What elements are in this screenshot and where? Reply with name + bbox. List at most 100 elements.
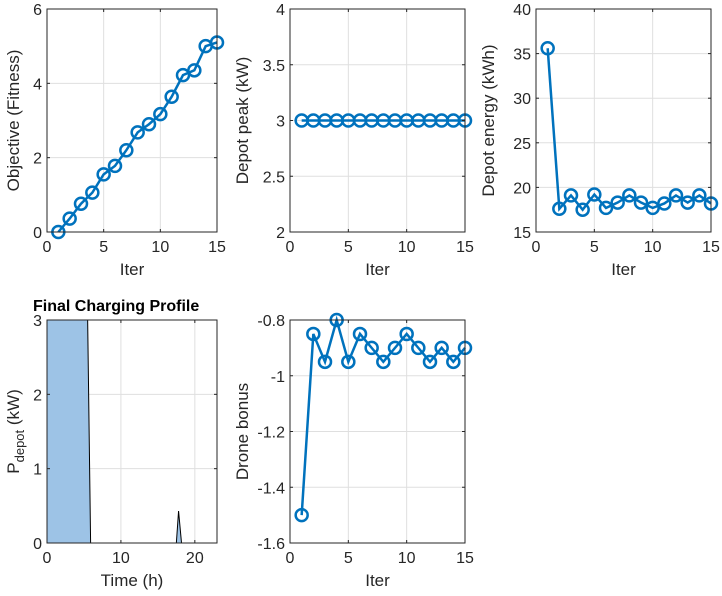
x-tick-label: 15: [208, 239, 226, 256]
x-tick-label: 5: [344, 550, 353, 567]
y-axis-label: Depot peak (kW): [233, 57, 252, 185]
y-tick-label: 3: [33, 313, 42, 330]
data-point: [680, 195, 695, 210]
data-point: [622, 188, 637, 203]
x-tick-label: 15: [456, 550, 474, 567]
data-point: [141, 116, 157, 132]
data-point: [668, 188, 684, 203]
x-tick-label: 10: [151, 239, 169, 256]
data-point: [107, 158, 123, 174]
x-axis-label: Iter: [365, 260, 390, 279]
data-point: [153, 106, 168, 122]
x-tick-label: 10: [398, 550, 416, 567]
data-point: [187, 63, 202, 78]
axes-charging-profile: 0 10 20 0 1 2 3 Time (h) Pdepot (kW) Final Chargi…: [4, 298, 218, 590]
x-tick-label: 10: [112, 550, 130, 567]
x-tick-label: 0: [532, 239, 541, 256]
data-point: [294, 507, 309, 523]
axes-box: [46, 319, 218, 544]
data-point: [341, 354, 356, 370]
data-point: [387, 340, 403, 356]
x-axis-label: Iter: [365, 571, 390, 590]
plot-area: [47, 9, 217, 232]
x-tick-label: 5: [590, 239, 599, 256]
y-tick-label: 2: [276, 225, 285, 242]
data-point: [62, 211, 77, 226]
y-tick-label: 2: [33, 151, 42, 168]
y-tick-label: 35: [513, 47, 531, 64]
y-tick-label: 20: [513, 180, 531, 197]
x-tick-label: 0: [43, 550, 52, 567]
axes-objective: 0 5 10 15 0 2 4 6 Iter Objective (Fitness): [4, 2, 226, 279]
x-tick-label: 5: [99, 239, 108, 256]
y-tick-label: 6: [33, 2, 42, 19]
x-tick-label: 15: [702, 239, 720, 256]
data-point: [552, 201, 567, 217]
y-axis-label: Depot energy (kWh): [479, 44, 498, 196]
data-point: [399, 326, 414, 342]
x-axis-label: Iter: [120, 260, 145, 279]
y-tick-label: 3.5: [263, 58, 285, 75]
y-tick-label: 2.5: [263, 169, 285, 186]
y-tick-label: 4: [276, 2, 285, 19]
y-tick-label: 1: [33, 462, 42, 479]
axes-title: Final Charging Profile: [33, 298, 199, 315]
y-tick-label: -1: [271, 369, 285, 386]
data-point: [598, 200, 614, 216]
x-tick-label: 20: [186, 550, 204, 567]
data-point: [411, 340, 426, 356]
data-point: [610, 195, 625, 210]
data-point: [119, 142, 134, 158]
y-tick-label: 2: [33, 387, 42, 404]
data-point: [376, 354, 391, 370]
data-point: [587, 187, 602, 202]
x-tick-label: 0: [43, 239, 52, 256]
x-tick-label: 0: [286, 239, 295, 256]
y-tick-label: -0.8: [257, 313, 285, 330]
x-axis-label: Iter: [611, 260, 636, 279]
data-point: [575, 202, 590, 217]
y-tick-label: 3: [276, 114, 285, 131]
data-point: [317, 354, 333, 370]
x-axis-label: Time (h): [101, 571, 164, 590]
x-tick-label: 10: [644, 239, 662, 256]
y-tick-label: 0: [33, 225, 42, 242]
y-tick-label: 30: [513, 91, 531, 108]
y-tick-label: 25: [513, 136, 531, 153]
axes-depot-peak: 0 5 10 15 2 2.5 3 3.5 4 Iter Depot peak (kW): [233, 2, 474, 279]
y-axis-label-main: P: [4, 462, 23, 473]
y-tick-label: 0: [33, 536, 42, 553]
data-point: [563, 188, 579, 203]
y-tick-label: -1.2: [257, 425, 285, 442]
data-point: [164, 89, 179, 104]
data-point: [446, 354, 461, 370]
y-axis-label-unit: (kW): [4, 389, 23, 430]
x-tick-label: 10: [398, 239, 416, 256]
axes-box: [46, 8, 218, 233]
x-tick-label: 15: [456, 239, 474, 256]
y-axis-label: Objective (Fitness): [4, 50, 23, 192]
x-tick-label: 0: [286, 550, 295, 567]
y-tick-label: 15: [513, 225, 531, 242]
data-point: [306, 326, 321, 342]
data-point: [73, 196, 89, 212]
data-point: [422, 354, 438, 370]
y-tick-label: 4: [33, 76, 42, 93]
data-point: [96, 167, 111, 182]
y-tick-label: -1.4: [257, 480, 285, 497]
y-axis-label: Drone bonus: [233, 383, 252, 480]
axes-box: [535, 8, 712, 233]
y-axis-label: Pdepot (kW): [4, 389, 27, 473]
axes-drone-bonus: 0 5 10 15 -1.6 -1.4 -1.2 -1 -0.8 Iter Drone bonus: [233, 312, 474, 590]
y-axis-label-subscript: depot: [12, 429, 27, 462]
data-point: [352, 326, 368, 342]
data-point: [130, 125, 145, 140]
data-point: [692, 188, 707, 203]
data-point: [434, 340, 449, 356]
data-point: [657, 196, 672, 211]
y-tick-label: -1.6: [257, 536, 285, 553]
data-point: [633, 195, 649, 210]
x-tick-label: 5: [344, 239, 353, 256]
axes-depot-energy: 0 5 10 15 15 20 25 30 35 40 Iter Depot energy (kWh): [479, 2, 720, 279]
